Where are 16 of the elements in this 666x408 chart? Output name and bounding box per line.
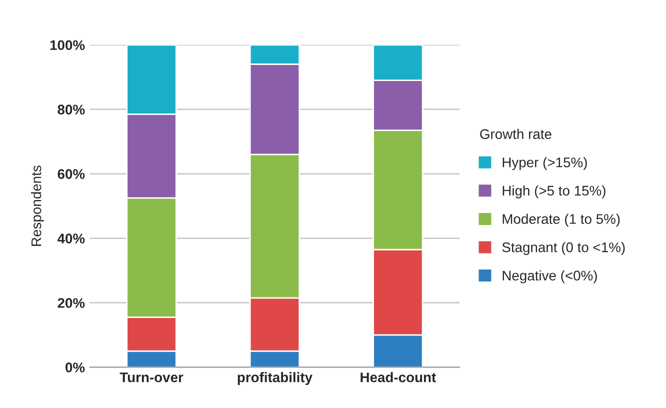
legend-label: Stagnant (0 to <1%) [502, 242, 625, 255]
legend-title: Growth rate [480, 128, 552, 140]
x-tick-label: Head-count [360, 372, 436, 382]
x-tick-label: profitability [238, 372, 312, 386]
y-tick-label: 100% [50, 40, 85, 50]
legend-label: Hyper (>15%) [502, 157, 587, 170]
x-tick-label: Turn-over [120, 372, 184, 382]
y-tick-label: 80% [58, 104, 85, 115]
y-tick-label: 20% [58, 298, 85, 308]
legend-label: Negative (<0%) [502, 270, 597, 284]
y-tick-label: 60% [58, 169, 85, 179]
legend-label: Moderate (1 to 5%) [502, 214, 620, 227]
y-tick-label: 0% [66, 362, 85, 372]
legend-label: High (>5 to 15%) [502, 185, 606, 198]
y-axis-title: Respondents [31, 166, 44, 246]
y-tick-label: 40% [57, 234, 85, 244]
